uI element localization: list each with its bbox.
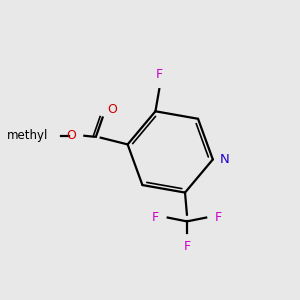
Text: O: O <box>66 129 76 142</box>
Text: F: F <box>152 211 159 224</box>
Text: F: F <box>215 211 222 224</box>
Text: F: F <box>183 240 190 253</box>
Text: O: O <box>107 103 117 116</box>
Text: F: F <box>156 68 163 80</box>
Text: N: N <box>220 153 229 166</box>
Text: methyl: methyl <box>7 129 48 142</box>
